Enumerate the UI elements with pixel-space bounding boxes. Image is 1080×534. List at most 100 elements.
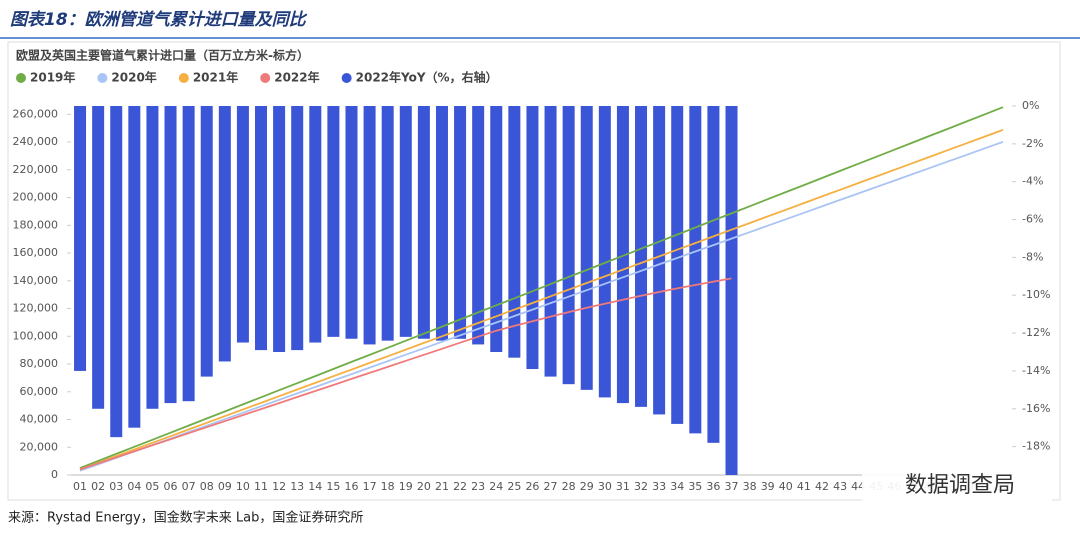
bar: [218, 106, 231, 362]
bar: [128, 106, 141, 428]
legend-swatch: [260, 73, 271, 83]
bar: [399, 106, 412, 337]
bar: [309, 106, 322, 343]
y-tick-label: 160,000: [13, 246, 59, 259]
x-tick-label: 42: [815, 480, 829, 493]
y-tick-label: 220,000: [13, 163, 59, 176]
legend-label: 2021年: [193, 70, 238, 85]
bar: [345, 106, 358, 339]
x-tick-label: 04: [127, 480, 141, 493]
y2-tick-label: -14%: [1022, 364, 1050, 377]
x-tick-label: 17: [363, 480, 377, 493]
bar: [580, 106, 593, 390]
x-tick-label: 25: [507, 480, 521, 493]
bar: [544, 106, 557, 377]
x-tick-label: 15: [326, 480, 340, 493]
legend-swatch: [16, 73, 26, 83]
x-tick-label: 35: [688, 480, 702, 493]
line: [79, 141, 1004, 472]
bar: [472, 106, 485, 345]
y-tick-label: 240,000: [13, 135, 59, 148]
x-tick-label: 43: [833, 480, 847, 493]
bar: [725, 106, 738, 475]
bar: [146, 106, 159, 409]
x-tick-label: 31: [616, 480, 630, 493]
bar: [490, 106, 503, 352]
bar: [508, 106, 521, 358]
bar: [526, 106, 539, 370]
chart-title: 图表18：欧洲管道气累计进口量及同比: [10, 10, 308, 30]
x-tick-label: 10: [236, 480, 250, 493]
x-tick-label: 38: [743, 480, 757, 493]
y2-tick-label: -12%: [1022, 326, 1050, 339]
legend-label: 2020年: [111, 70, 156, 85]
x-tick-label: 19: [399, 480, 413, 493]
y-tick-label: 200,000: [13, 191, 59, 204]
y2-tick-label: -2%: [1022, 137, 1043, 150]
watermark: 数据调查局: [905, 473, 1015, 498]
y2-tick-label: -18%: [1022, 440, 1050, 453]
x-tick-label: 16: [344, 480, 358, 493]
x-tick-label: 01: [73, 480, 87, 493]
x-tick-label: 23: [471, 480, 485, 493]
x-tick-label: 33: [652, 480, 666, 493]
bar: [689, 106, 702, 434]
bar: [327, 106, 340, 337]
x-tick-label: 30: [598, 480, 612, 493]
x-tick-label: 22: [453, 480, 467, 493]
bar: [164, 106, 177, 404]
bar: [182, 106, 195, 402]
x-tick-label: 40: [779, 480, 793, 493]
line: [79, 277, 732, 471]
x-tick-label: 08: [200, 480, 214, 493]
y-tick-label: 100,000: [13, 329, 59, 342]
y-tick-label: 180,000: [13, 218, 59, 231]
frame: [7, 41, 1061, 501]
subtitle: 欧盟及英国主要管道气累计进口量（百万立方米-标方）: [16, 48, 309, 63]
x-tick-label: 34: [670, 480, 684, 493]
y2-tick-label: -6%: [1022, 213, 1043, 226]
y-tick-label: 260,000: [13, 107, 59, 120]
plot: 0 20,000 40,000 60,000 80,000 100,000 120,000 1…: [13, 70, 1051, 494]
x-tick-label: 02: [91, 480, 105, 493]
legend-label: 2019年: [30, 70, 75, 85]
line: [79, 129, 1004, 471]
x-tick-label: 32: [634, 480, 648, 493]
x-tick-label: 09: [218, 480, 232, 493]
legend-label: 2022年: [274, 70, 319, 85]
bar: [598, 106, 611, 398]
x-tick-label: 44: [851, 480, 865, 493]
bar: [236, 106, 249, 343]
y-tick-label: 60,000: [20, 385, 59, 398]
x-tick-label: 39: [761, 480, 775, 493]
x-tick-label: 11: [254, 480, 268, 493]
bar: [635, 106, 648, 407]
y2-tick-label: -10%: [1022, 288, 1050, 301]
bar: [273, 106, 286, 352]
legend-label: 2022年YoY（%，右轴）: [356, 70, 498, 85]
bar: [255, 106, 268, 351]
bar: [454, 106, 467, 339]
x-tick-label: 05: [145, 480, 159, 493]
line: [79, 106, 1004, 469]
legend-swatch: [341, 73, 352, 83]
bar: [653, 106, 666, 415]
bar: [417, 106, 430, 339]
bar: [92, 106, 105, 409]
x-tick-label: 27: [544, 480, 558, 493]
bar: [616, 106, 629, 404]
bar: [363, 106, 376, 345]
y2-tick-label: -4%: [1022, 175, 1043, 188]
x-tick-label: 14: [308, 480, 322, 493]
x-tick-label: 07: [182, 480, 196, 493]
x-tick-label: 29: [580, 480, 594, 493]
y-tick-label: 0: [51, 468, 58, 481]
y-tick-label: 40,000: [20, 413, 59, 426]
bar: [381, 106, 394, 341]
x-tick-label: 41: [797, 480, 811, 493]
bar: [435, 106, 448, 341]
y-tick-label: 80,000: [20, 357, 59, 370]
x-tick-label: 36: [706, 480, 720, 493]
x-tick-label: 06: [164, 480, 178, 493]
x-tick-label: 28: [562, 480, 576, 493]
